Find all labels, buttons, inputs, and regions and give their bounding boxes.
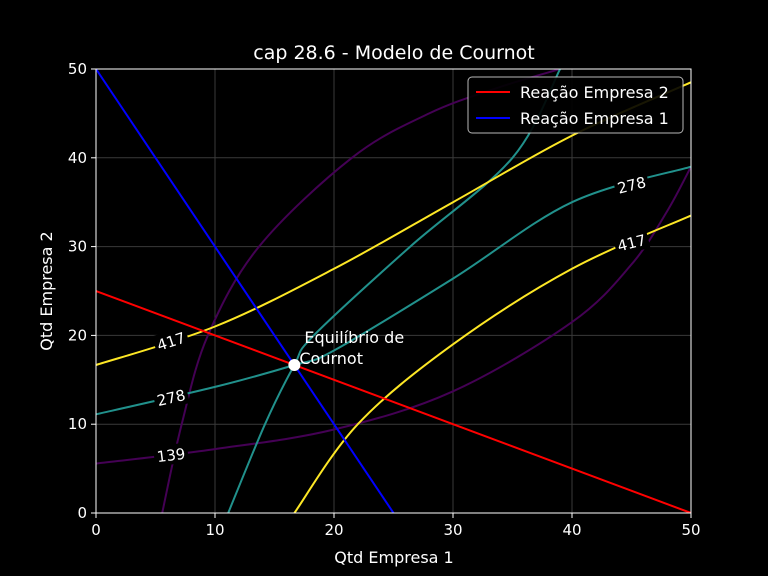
contour-line-417	[293, 214, 691, 513]
x-tick-label: 20	[324, 521, 343, 539]
contour-label-bg	[151, 326, 191, 356]
equilibrium-label-line: Cournot	[299, 349, 363, 368]
y-tick-label: 20	[68, 326, 87, 344]
y-tick-label: 30	[68, 238, 87, 256]
chart-title: cap 28.6 - Modelo de Cournot	[253, 42, 534, 64]
equilibrium-label: Equilíbrio de Cournot	[299, 328, 404, 368]
x-tick-label: 30	[443, 521, 462, 539]
series-line	[96, 69, 395, 513]
legend: Reação Empresa 2 Reação Empresa 1	[467, 76, 684, 134]
y-tick-label: 0	[77, 504, 87, 522]
y-tick-label: 50	[68, 60, 87, 78]
plot-frame	[95, 68, 692, 514]
annotations: Equilíbrio de Cournot	[288, 328, 404, 371]
legend-box	[467, 76, 684, 134]
y-tick-label: 10	[68, 415, 87, 433]
contour-label-bg	[612, 170, 651, 199]
x-tick-label: 40	[562, 521, 581, 539]
grid	[95, 68, 692, 514]
legend-entry: Reação Empresa 1	[520, 109, 669, 128]
y-tick-label: 40	[68, 149, 87, 167]
equilibrium-point	[288, 358, 301, 371]
reaction-lines	[96, 69, 691, 513]
axes: 0 10 20 30 40 50 0 10 20 30 40 50	[68, 60, 701, 539]
x-axis-label: Qtd Empresa 1	[334, 548, 453, 567]
equilibrium-label-line: Equilíbrio de	[304, 328, 404, 347]
contour-label-bg	[152, 383, 190, 411]
contour-line-278	[96, 165, 691, 416]
y-axis-label: Qtd Empresa 2	[37, 231, 56, 350]
contour-label-139: 139	[156, 445, 187, 466]
contour-line-278	[227, 69, 561, 513]
contour-label-bg	[152, 442, 190, 467]
x-tick-label: 0	[91, 521, 101, 539]
series-line	[96, 290, 691, 513]
legend-entry: Reação Empresa 2	[520, 83, 669, 102]
contour-label-278: 278	[155, 386, 187, 410]
contour-label-bg	[612, 228, 651, 256]
x-tick-label: 10	[205, 521, 224, 539]
x-tick-label: 50	[681, 521, 700, 539]
